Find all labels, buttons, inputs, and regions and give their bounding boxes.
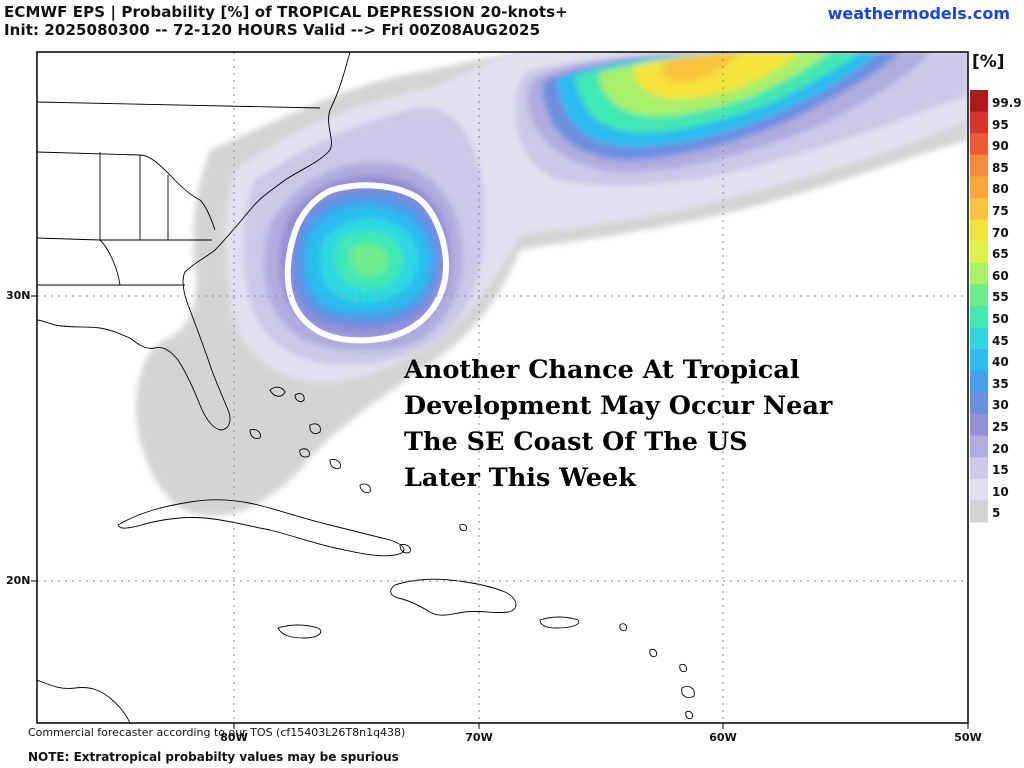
colorbar-swatch bbox=[970, 435, 988, 458]
lon-label-80w: 80W bbox=[220, 731, 248, 744]
coastlines bbox=[37, 52, 695, 723]
colorbar-swatch bbox=[970, 349, 988, 372]
colorbar-level-label: 5 bbox=[992, 506, 1001, 521]
colorbar-level-label: 15 bbox=[992, 463, 1009, 478]
colorbar-swatch bbox=[970, 457, 988, 480]
colorbar-level-label: 50 bbox=[992, 312, 1009, 326]
map-annotation: Another Chance At Tropical Development M… bbox=[404, 352, 832, 496]
brand-link[interactable]: weathermodels.com bbox=[827, 4, 1010, 23]
gridlines bbox=[37, 52, 968, 723]
colorbar-level-label: 10 bbox=[992, 484, 1009, 499]
colorbar-level-label: 70 bbox=[992, 225, 1009, 240]
colorbar-level-label: 20 bbox=[992, 441, 1009, 456]
colorbar-level-label: 45 bbox=[992, 333, 1009, 348]
colorbar-level-label: 35 bbox=[992, 376, 1009, 391]
colorbar-unit: [%] bbox=[972, 52, 1005, 72]
lat-label-30n: 30N bbox=[6, 289, 31, 302]
colorbar-level-label: 85 bbox=[992, 160, 1009, 175]
colorbar-swatch bbox=[970, 111, 988, 134]
colorbar-swatch bbox=[970, 306, 988, 329]
annotation-line: The SE Coast Of The US bbox=[404, 427, 748, 457]
highlight-circle bbox=[284, 182, 450, 344]
colorbar-swatch bbox=[970, 176, 988, 199]
map-frame bbox=[36, 51, 969, 724]
prob-ne-band bbox=[528, 52, 930, 172]
colorbar-swatch bbox=[970, 90, 988, 113]
colorbar-swatch bbox=[970, 327, 988, 350]
prob-central-system bbox=[264, 162, 463, 352]
colorbar-level-label: 95 bbox=[992, 117, 1009, 132]
lon-label-60w: 60W bbox=[709, 731, 737, 744]
colorbar-swatch bbox=[970, 154, 988, 177]
lon-label-50w: 50W bbox=[954, 731, 982, 744]
colorbar-level-label: 65 bbox=[992, 247, 1009, 262]
colorbar-swatch bbox=[970, 133, 988, 156]
colorbar bbox=[970, 90, 988, 523]
lon-label-70w: 70W bbox=[465, 731, 493, 744]
extratropical-note: NOTE: Extratropical probabilty values ma… bbox=[28, 750, 399, 764]
colorbar-swatch bbox=[970, 219, 988, 242]
colorbar-swatch bbox=[970, 284, 988, 307]
license-note: Commercial forecaster according to our T… bbox=[28, 726, 406, 739]
colorbar-swatch bbox=[970, 241, 988, 264]
lat-label-20n: 20N bbox=[6, 574, 31, 587]
colorbar-level-label: 55 bbox=[992, 290, 1009, 305]
colorbar-swatch bbox=[970, 198, 988, 221]
colorbar-swatch bbox=[970, 414, 988, 437]
colorbar-swatch bbox=[970, 370, 988, 393]
colorbar-swatch bbox=[970, 262, 988, 285]
annotation-line: Development May Occur Near bbox=[404, 391, 833, 421]
colorbar-level-label: 99.9 bbox=[992, 96, 1022, 110]
colorbar-swatch bbox=[970, 478, 988, 501]
colorbar-level-label: 75 bbox=[992, 204, 1009, 218]
colorbar-level-label: 25 bbox=[992, 420, 1009, 434]
annotation-line: Another Chance At Tropical bbox=[404, 355, 800, 385]
chart-subtitle: Init: 2025080300 -- 72-120 HOURS Valid -… bbox=[4, 21, 541, 39]
colorbar-level-label: 80 bbox=[992, 182, 1009, 197]
colorbar-swatch bbox=[970, 500, 988, 523]
chart-title: ECMWF EPS | Probability [%] of TROPICAL … bbox=[4, 3, 568, 21]
annotation-line: Later This Week bbox=[404, 463, 636, 493]
colorbar-level-label: 60 bbox=[992, 268, 1009, 283]
colorbar-level-label: 40 bbox=[992, 355, 1009, 370]
colorbar-level-label: 30 bbox=[992, 398, 1009, 413]
colorbar-swatch bbox=[970, 392, 988, 415]
colorbar-level-label: 90 bbox=[992, 139, 1009, 154]
